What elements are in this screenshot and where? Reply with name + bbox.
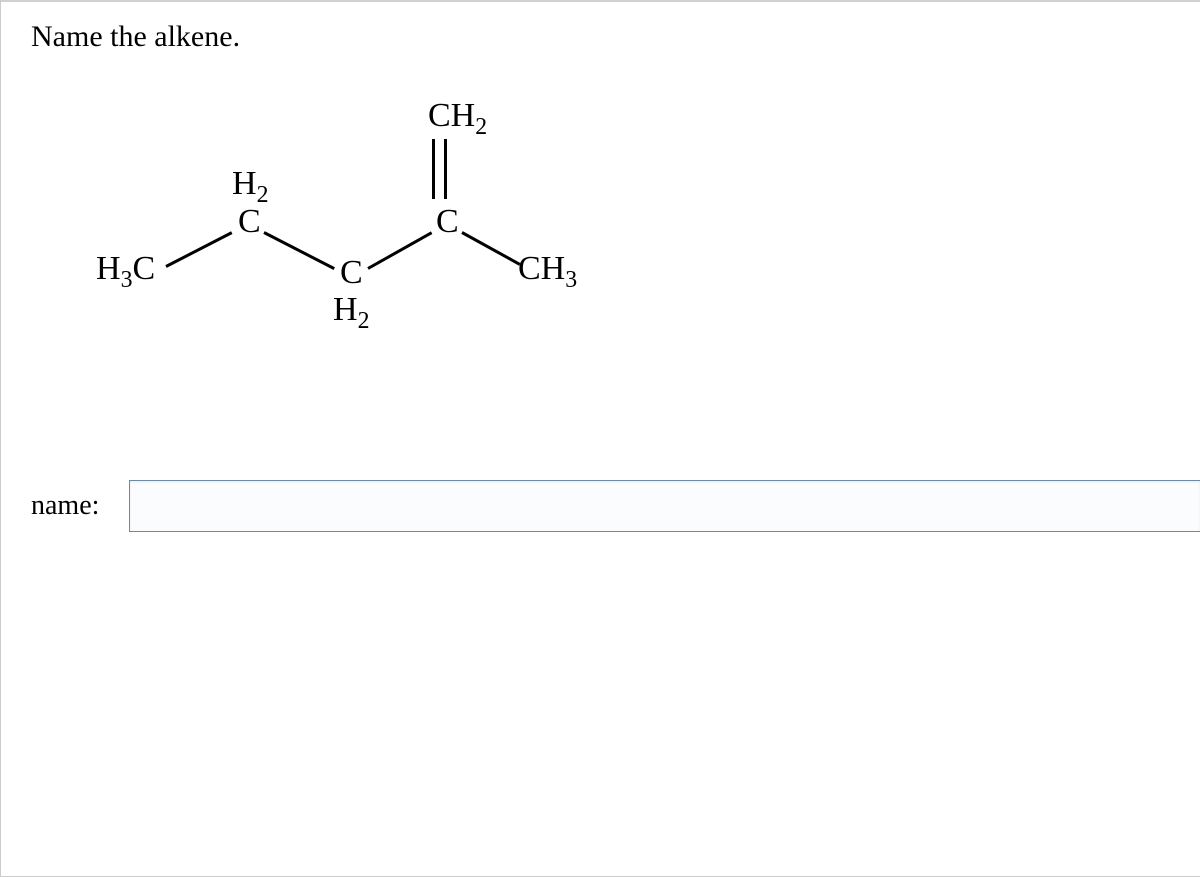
atom-c-lower: C xyxy=(340,254,363,292)
bond-3 xyxy=(367,231,432,270)
answer-input[interactable] xyxy=(129,480,1200,532)
atom-ch3-right: CH3 xyxy=(518,250,577,294)
bond-4 xyxy=(461,231,520,266)
question-prompt: Name the alkene. xyxy=(31,20,240,54)
answer-row: name: xyxy=(31,480,1200,532)
double-bond-a xyxy=(432,139,435,199)
atom-ch2-top: CH2 xyxy=(428,97,487,141)
question-container: Name the alkene. H3C H2 C C H2 C CH2 CH3… xyxy=(0,0,1200,877)
atom-h2-lower: H2 xyxy=(333,291,369,335)
atom-c-upper-right: C xyxy=(436,203,459,241)
molecule-structure: H3C H2 C C H2 C CH2 CH3 xyxy=(86,95,606,355)
double-bond-b xyxy=(444,139,447,199)
atom-h3c-left: H3C xyxy=(96,250,155,294)
answer-label: name: xyxy=(31,490,99,522)
bond-1 xyxy=(165,231,232,268)
atom-c-upper-left: C xyxy=(238,203,261,241)
top-border xyxy=(1,0,1200,2)
bond-2 xyxy=(263,231,334,270)
